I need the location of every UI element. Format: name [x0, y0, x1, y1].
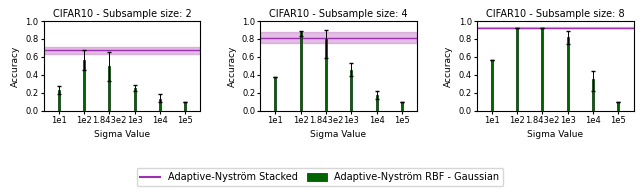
- Bar: [592, 79, 594, 111]
- Title: CIFAR10 - Subsample size: 8: CIFAR10 - Subsample size: 8: [486, 9, 625, 19]
- Bar: [567, 37, 569, 111]
- Bar: [477, 27, 634, 28]
- Bar: [44, 47, 200, 54]
- Bar: [401, 102, 403, 111]
- Y-axis label: Accuracy: Accuracy: [11, 45, 20, 87]
- Legend: Adaptive-Nyström Stacked, Adaptive-Nyström RBF - Gaussian: Adaptive-Nyström Stacked, Adaptive-Nystr…: [136, 168, 504, 186]
- Bar: [184, 102, 186, 111]
- Bar: [325, 39, 327, 111]
- Bar: [350, 70, 352, 111]
- Bar: [134, 88, 136, 111]
- Bar: [159, 99, 161, 111]
- Bar: [491, 60, 493, 111]
- Bar: [516, 28, 518, 111]
- Y-axis label: Accuracy: Accuracy: [444, 45, 453, 87]
- Bar: [275, 77, 276, 111]
- Bar: [108, 66, 110, 111]
- Title: CIFAR10 - Subsample size: 2: CIFAR10 - Subsample size: 2: [52, 9, 191, 19]
- Title: CIFAR10 - Subsample size: 4: CIFAR10 - Subsample size: 4: [269, 9, 408, 19]
- X-axis label: Sigma Value: Sigma Value: [94, 130, 150, 139]
- Bar: [376, 95, 378, 111]
- Bar: [541, 28, 543, 111]
- Bar: [260, 32, 417, 43]
- Bar: [618, 102, 620, 111]
- Bar: [83, 60, 85, 111]
- X-axis label: Sigma Value: Sigma Value: [310, 130, 367, 139]
- Y-axis label: Accuracy: Accuracy: [227, 45, 236, 87]
- Bar: [300, 32, 301, 111]
- Bar: [58, 90, 60, 111]
- X-axis label: Sigma Value: Sigma Value: [527, 130, 583, 139]
